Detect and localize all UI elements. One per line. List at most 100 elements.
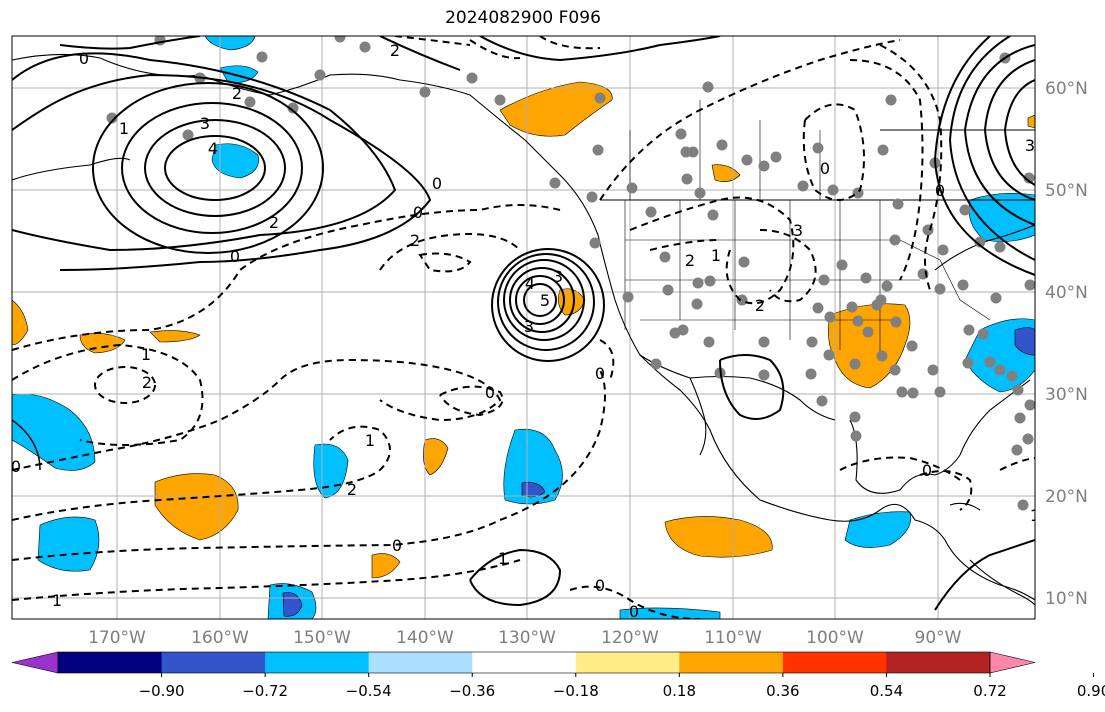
station-marker — [419, 86, 431, 98]
longitude-label: 130°W — [498, 628, 556, 648]
contour-label: 2 — [347, 480, 357, 499]
negative-anomaly-region — [37, 516, 100, 572]
station-marker — [1012, 384, 1024, 396]
colorbar-segment — [575, 652, 680, 673]
contour-label: 3 — [1025, 136, 1035, 155]
negative-anomaly-region — [12, 393, 96, 471]
station-marker — [359, 41, 371, 53]
station-marker — [287, 102, 299, 114]
colorbar-segment — [679, 652, 784, 673]
latitude-label: 20°N — [1045, 487, 1088, 507]
map-frame — [11, 35, 1036, 620]
station-marker — [896, 386, 908, 398]
station-marker — [852, 315, 864, 327]
latitude-axis: 60°N 50°N 40°N 30°N 20°N 10°N — [1045, 79, 1088, 609]
positive-anomaly-region — [423, 438, 449, 476]
station-marker — [823, 349, 835, 361]
colorbar-segment — [58, 652, 163, 673]
station-marker — [818, 274, 830, 286]
contour-label: 0 — [230, 247, 240, 266]
colorbar-tick-label: −0.90 — [139, 682, 185, 700]
station-marker — [797, 180, 809, 192]
contour-label: 0 — [413, 203, 423, 222]
negative-anomaly-region — [211, 143, 259, 179]
station-marker — [1011, 444, 1023, 456]
positive-anomaly-region — [12, 299, 29, 346]
positive-anomaly-region — [1027, 114, 1035, 129]
contour-label: 1 — [52, 591, 62, 610]
contour-label: 2 — [685, 251, 695, 270]
station-marker — [669, 327, 681, 339]
station-marker — [736, 294, 748, 306]
contour-label: 0 — [485, 383, 495, 402]
negative-anomaly-region — [968, 193, 1035, 242]
colorbar-segment — [265, 652, 370, 673]
contour-label: 3 — [553, 267, 563, 286]
station-marker — [906, 340, 918, 352]
latitude-label: 40°N — [1045, 283, 1088, 303]
contour-label: 4 — [208, 139, 218, 158]
contour-label: 3 — [200, 114, 210, 133]
shaded-fields — [12, 36, 1035, 619]
contour-label: 2 — [755, 296, 765, 315]
contour-label: 1 — [498, 549, 508, 568]
contour-label: 0 — [79, 49, 89, 68]
station-marker — [589, 237, 601, 249]
station-marker — [662, 284, 674, 296]
station-marker — [963, 324, 975, 336]
station-marker — [957, 279, 969, 291]
station-marker — [934, 283, 946, 295]
station-marker — [984, 356, 996, 368]
latitude-label: 10°N — [1045, 589, 1088, 609]
station-marker — [314, 69, 326, 81]
colorbar-tick-label: −0.18 — [553, 682, 599, 700]
station-marker — [106, 112, 118, 124]
colorbar-tick-label: 0.36 — [766, 682, 799, 700]
positive-anomaly-region — [828, 303, 911, 389]
colorbar-extend-low — [11, 651, 59, 674]
station-marker — [812, 142, 824, 154]
station-marker — [862, 326, 874, 338]
station-marker — [805, 368, 817, 380]
station-marker — [806, 336, 818, 348]
colorbar-tick-label: 0.54 — [870, 682, 903, 700]
station-marker — [334, 36, 346, 43]
station-marker — [707, 209, 719, 221]
station-marker — [816, 395, 828, 407]
contour-label: 0 — [595, 576, 605, 595]
colorbar-tick-label: −0.54 — [346, 682, 392, 700]
station-marker — [889, 234, 901, 246]
colorbar-segment — [161, 652, 266, 673]
station-marker — [592, 144, 604, 156]
station-marker — [758, 160, 770, 172]
contour-label: 3 — [793, 221, 803, 240]
contour-label: 1 — [1030, 506, 1040, 525]
station-marker — [934, 386, 946, 398]
station-marker — [244, 96, 256, 108]
station-marker — [877, 144, 889, 156]
contour-label: 1 — [119, 119, 129, 138]
station-marker — [675, 128, 687, 140]
station-marker — [860, 272, 872, 284]
contour-label: 2 — [232, 84, 242, 103]
station-marker — [990, 292, 1002, 304]
contour-label: 1 — [711, 246, 721, 265]
station-marker — [681, 173, 693, 185]
colorbar-tick-label: −0.72 — [242, 682, 288, 700]
station-marker — [994, 364, 1006, 376]
colorbar-segment — [472, 652, 577, 673]
station-marker — [1017, 499, 1029, 511]
longitude-label: 90°W — [915, 628, 962, 648]
coastlines — [12, 53, 1035, 606]
station-marker — [687, 146, 699, 158]
station-marker — [849, 411, 861, 423]
longitude-axis: 170°W 160°W 150°W 140°W 130°W 120°W 110°W 100°W… — [88, 628, 962, 648]
positive-anomaly-region — [711, 164, 741, 182]
station-marker — [586, 191, 598, 203]
station-marker — [704, 275, 716, 287]
station-marker — [494, 94, 506, 106]
negative-anomaly-region — [204, 36, 256, 51]
station-marker — [875, 294, 887, 306]
station-marker — [256, 51, 268, 63]
contour-label: 1 — [365, 431, 375, 450]
